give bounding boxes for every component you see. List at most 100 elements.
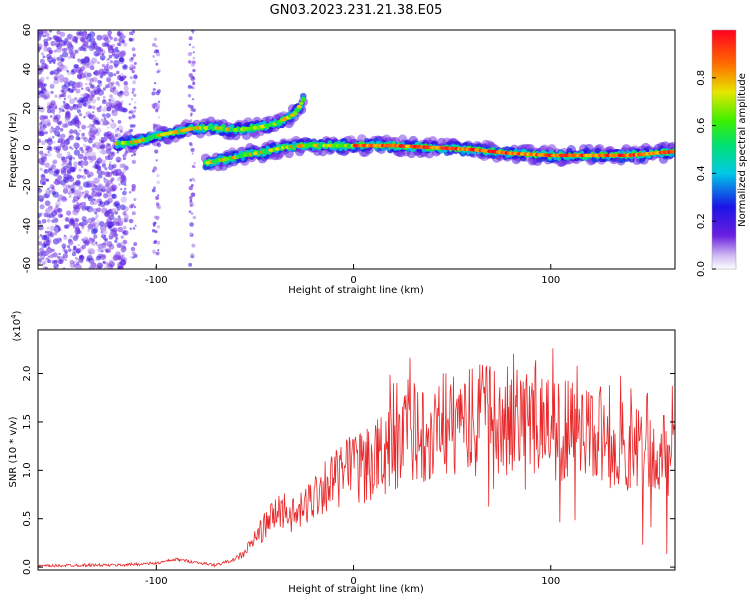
spectrogram-ridge-core bbox=[292, 111, 298, 116]
spectrogram-noise-cell bbox=[155, 49, 160, 54]
spectrogram-noise-cell bbox=[43, 41, 49, 47]
spectrogram-noise-cell bbox=[193, 161, 196, 165]
x-tick-label: -100 bbox=[145, 576, 168, 587]
spectrogram-noise-cell bbox=[133, 106, 137, 110]
spectrogram-noise-cell bbox=[129, 227, 132, 230]
y-tick-label: 40 bbox=[22, 63, 33, 76]
spectrogram-noise-cell bbox=[188, 43, 192, 46]
spectrogram-noise-cell bbox=[80, 175, 83, 178]
spectrogram-noise-cell bbox=[192, 56, 196, 60]
spectrogram-noise-cell bbox=[43, 128, 46, 132]
spectrogram-noise-cell bbox=[192, 51, 195, 54]
spectrogram-noise-cell bbox=[61, 243, 67, 249]
spectrogram-noise-cell bbox=[78, 168, 82, 172]
spectrogram-noise-cell bbox=[114, 103, 122, 111]
spectrogram-noise-cell bbox=[93, 184, 97, 188]
spectrogram-noise-cell bbox=[131, 183, 136, 189]
y-tick-label: 60 bbox=[22, 24, 33, 37]
spectrogram-noise-cell bbox=[96, 145, 100, 150]
spectrogram-noise-cell bbox=[115, 236, 119, 240]
spectrogram-noise-cell bbox=[83, 102, 88, 108]
spectrogram-noise-cell bbox=[188, 185, 194, 191]
spectrogram-noise-cell bbox=[89, 90, 93, 95]
spectrogram-noise-cell bbox=[131, 47, 136, 52]
spectrogram-noise-cell bbox=[155, 202, 160, 206]
spectrogram-noise-cell bbox=[121, 217, 126, 223]
spectrogram-noise-cell bbox=[38, 64, 41, 69]
spectrogram-noise-cell bbox=[93, 122, 96, 126]
spectrogram-ridge-core bbox=[671, 149, 675, 154]
spectrogram-noise-cell bbox=[76, 64, 80, 67]
spectrogram-noise-cell bbox=[39, 150, 44, 155]
spectrogram-noise-cell bbox=[73, 246, 77, 250]
spectrogram-noise-cell bbox=[107, 33, 110, 36]
colorbar-frame bbox=[711, 29, 737, 270]
spectrogram-noise-cell bbox=[53, 206, 60, 213]
spectrogram-noise-cell bbox=[96, 165, 102, 171]
spectrogram-noise-cell bbox=[94, 70, 99, 76]
spectrogram-noise-cell bbox=[97, 79, 102, 84]
spectrogram-noise-cell bbox=[93, 198, 96, 201]
spectrogram-noise-cell bbox=[107, 126, 110, 129]
spectrogram-noise-cell bbox=[78, 112, 82, 116]
spectrogram-noise-cell bbox=[58, 107, 62, 111]
spectrogram-noise-cell bbox=[72, 56, 76, 59]
spectrogram-ridge-cell bbox=[421, 147, 427, 153]
spectrogram-noise-cell bbox=[97, 173, 103, 179]
spectrogram-noise-cell bbox=[118, 183, 121, 186]
spectrogram-noise-cell bbox=[153, 37, 158, 41]
spectrogram-noise-cell bbox=[39, 58, 45, 64]
spectrogram-noise-cell bbox=[131, 188, 135, 192]
spectrogram-noise-cell bbox=[104, 167, 108, 171]
spectrogram-noise-cell bbox=[131, 211, 136, 216]
spectrogram-noise-cell bbox=[189, 222, 194, 227]
spectrogram-noise-cell bbox=[65, 112, 72, 119]
spectrogram-noise-cell bbox=[45, 178, 50, 182]
spectrogram-noise-cell bbox=[189, 232, 193, 236]
spectrogram-noise-cell bbox=[192, 82, 196, 86]
spectrogram-noise-cell bbox=[82, 143, 87, 148]
spectrogram-noise-cell bbox=[113, 37, 118, 42]
spectrogram-noise-cell bbox=[96, 207, 102, 213]
spectrogram-noise-cell bbox=[157, 100, 161, 103]
spectrogram-noise-cell bbox=[128, 111, 132, 114]
spectrogram-noise-cell bbox=[107, 58, 110, 61]
spectrogram-ridge-core bbox=[296, 104, 302, 109]
spectrogram-noise-cell bbox=[92, 41, 97, 45]
spectrogram-noise-cell bbox=[46, 53, 52, 60]
spectrogram-noise-cell bbox=[104, 234, 107, 237]
spectrogram-noise-cell bbox=[51, 188, 56, 192]
spectrogram-noise-cell bbox=[81, 31, 88, 38]
spectrogram-noise-cell bbox=[101, 159, 107, 165]
spectrogram-noise-cell bbox=[115, 54, 119, 58]
spectrogram-noise-cell bbox=[100, 244, 107, 252]
spectrogram-noise-cell bbox=[152, 186, 157, 190]
spectrogram-noise-cell bbox=[58, 252, 61, 256]
spectrogram-noise-cell bbox=[46, 108, 52, 114]
spectrogram-noise-cell bbox=[51, 253, 56, 258]
spectrogram-noise-cell bbox=[72, 209, 79, 216]
spectrogram-noise-cell bbox=[81, 244, 86, 250]
spectrogram-noise-cell bbox=[63, 40, 67, 44]
spectrogram-noise-cell bbox=[113, 73, 117, 77]
colorbar-label: Normalized spectral amplitude bbox=[737, 73, 748, 227]
spectrogram-noise-cell bbox=[49, 115, 53, 118]
spectrogram-noise-cell bbox=[115, 251, 121, 257]
spectrogram-noise-cell bbox=[124, 184, 127, 187]
spectrogram-noise-cell bbox=[132, 227, 136, 230]
spectrogram-noise-cell bbox=[131, 37, 135, 42]
spectrogram-noise-cell bbox=[114, 239, 118, 243]
spectrogram-noise-cell bbox=[89, 114, 96, 121]
spectrogram-noise-cell bbox=[84, 205, 90, 211]
spectrogram-noise-cell bbox=[156, 180, 160, 184]
spectrogram-noise-cell bbox=[156, 173, 160, 178]
spectrogram-noise-cell bbox=[54, 36, 60, 42]
spectrogram-noise-cell bbox=[50, 126, 54, 129]
spectrogram-noise-cell bbox=[78, 185, 83, 191]
spectrogram-noise-cell bbox=[43, 168, 49, 174]
spectrogram-noise-cell bbox=[113, 188, 116, 192]
spectrogram-noise-cell bbox=[39, 222, 43, 226]
snr-x-axis-label: Height of straight line (km) bbox=[288, 584, 424, 595]
spectrogram-noise-cell bbox=[60, 138, 66, 144]
spectrogram-noise-cell bbox=[119, 262, 122, 265]
